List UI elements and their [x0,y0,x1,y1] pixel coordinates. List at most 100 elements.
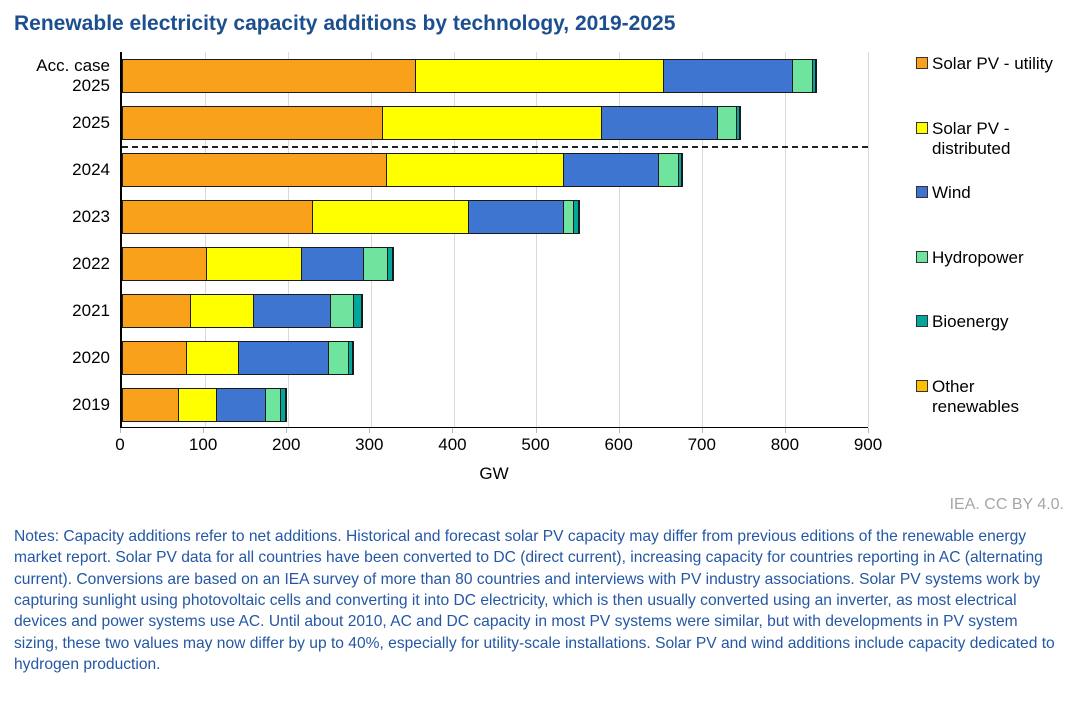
x-tick-mark [868,428,869,433]
bar-segment [386,152,565,187]
x-tick-mark [120,428,121,433]
x-tick-label: 700 [687,435,716,454]
bar-segment [205,246,302,281]
legend-item: Wind [916,183,1066,248]
bar-row [122,334,868,381]
x-tick-label: 800 [770,435,800,454]
bar-segment [252,293,332,328]
bar-segment [739,105,742,140]
legend-label: Solar PV - utility [932,54,1053,73]
plot-area [120,52,869,428]
bar-row [122,240,868,287]
x-tick-label: 0 [115,435,125,454]
bar-segment [563,152,659,187]
gridline [868,52,869,427]
bar-segment [362,246,388,281]
x-tick-mark [535,428,537,433]
x-tick-label: 600 [604,435,633,454]
bar-segment [264,387,281,422]
gridline [785,52,787,427]
y-axis-label: Acc. case 2025 [36,55,110,95]
x-tick-mark [701,428,703,433]
bar-segment [600,105,719,140]
legend-swatch-icon [916,57,928,69]
legend-label: Solar PV - distributed [932,118,1011,158]
gridline [702,52,704,427]
bar-segment [657,152,680,187]
legend-swatch-icon [916,315,928,327]
bar-segment [382,105,602,140]
bar-segment [392,246,395,281]
bar-segment [327,340,349,375]
gridline [287,52,289,427]
stacked-bar [122,340,868,375]
bar-row [122,99,868,146]
bar-segment [352,340,355,375]
bar-segment [300,246,364,281]
stacked-bar [122,199,868,234]
stacked-bar [122,293,868,328]
bar-segment [415,58,664,93]
legend-item: Hydropower [916,248,1066,313]
bar-segment [360,293,363,328]
bar-segment [185,340,239,375]
legend-swatch-icon [916,379,928,392]
page: Renewable electricity capacity additions… [14,12,1066,674]
bar-segment [122,152,388,187]
legend-item: Bioenergy [916,312,1066,377]
stacked-bar [122,387,868,422]
x-tick-mark [452,428,454,433]
bar-row [122,381,868,428]
bar-row [122,193,868,240]
y-axis-label: 2023 [72,206,110,226]
gridline [204,52,206,427]
legend-label: Wind [932,183,971,202]
y-axis-label: 2020 [72,347,110,367]
chart: Acc. case 2025 2025 2024 2023 2022 2021 2020 20… [14,52,1066,484]
x-tick-label: 400 [438,435,467,454]
legend-label: Bioenergy [932,312,1009,331]
x-tick-mark [203,428,205,433]
legend-item: Solar PV - distributed [916,119,1066,184]
x-tick-mark [618,428,620,433]
bar-segment [178,387,218,422]
legend-swatch-icon [916,186,928,198]
bar-segment [792,58,813,93]
x-axis: 0 100 200 300 400 500 600 700 800 900 [115,428,882,454]
gridline [536,52,538,427]
legend-swatch-icon [916,121,928,134]
bar-segment [468,199,565,234]
y-axis-label: 2021 [72,300,110,320]
bar-row [122,146,868,193]
x-tick-mark [784,428,786,433]
x-tick-mark [286,428,288,433]
stacked-bar [122,246,868,281]
bar-segment [577,199,580,234]
bar-row [122,52,868,99]
x-tick-mark [369,428,371,433]
gridline [453,52,455,427]
bar-segment [237,340,329,375]
legend-label: Other renewables [932,376,1019,416]
y-axis-label: 2022 [72,253,110,273]
forecast-separator-line [122,145,868,148]
bar-segment [122,387,180,422]
notes-text: Notes: Capacity additions refer to net a… [14,528,1055,674]
legend-item: Solar PV - utility [916,54,1066,119]
bar-segment [311,199,470,234]
x-tick-label: 300 [355,435,384,454]
x-tick-label: 900 [853,435,883,454]
y-axis-label: 2024 [72,159,110,179]
bar-segment [122,340,187,375]
y-axis-label: 2019 [72,394,110,414]
bar-segment [216,387,266,422]
bar-segment [717,105,738,140]
bar-segment [122,293,191,328]
bar-segment [189,293,254,328]
x-axis-title: GW [479,464,509,483]
bar-segment [330,293,354,328]
gridline [619,52,621,427]
y-axis-label: 2025 [72,112,110,132]
stacked-bar [122,105,868,140]
bar-segment [122,246,207,281]
